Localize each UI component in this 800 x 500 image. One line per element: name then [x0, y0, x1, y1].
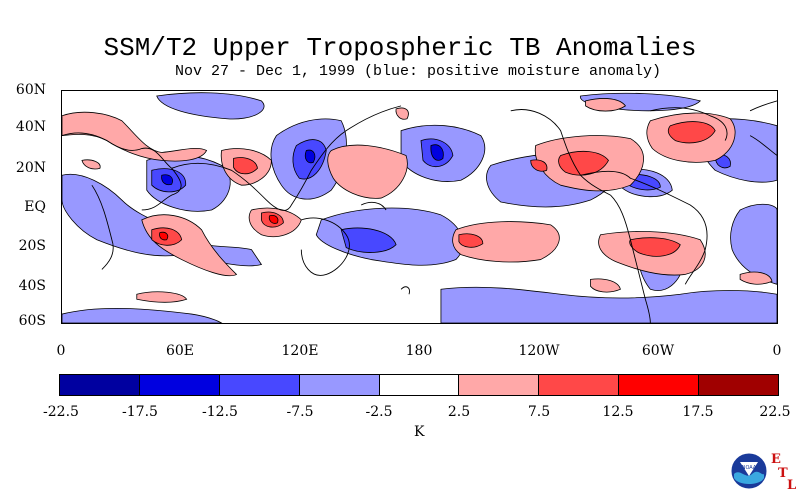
map-title: SSM/T2 Upper Tropospheric TB Anomalies	[103, 33, 697, 63]
colorbar-unit: K	[414, 424, 425, 440]
noaa-logo-icon: NOAA	[730, 452, 768, 490]
positive-anomaly-regions	[62, 98, 773, 303]
colorbar-label: -22.5	[43, 404, 79, 420]
colorbar-label: 2.5	[447, 404, 471, 420]
strongest-negative-regions	[161, 144, 444, 186]
colorbar-bin-8	[619, 375, 700, 395]
lon-label-60w: 60W	[641, 343, 675, 359]
colorbar-bin-7	[539, 375, 620, 395]
lat-label-eq: EQ	[24, 199, 46, 215]
colorbar-label: 7.5	[527, 404, 551, 420]
colorbar-label: 17.5	[682, 404, 714, 420]
lat-label-20s: 20S	[18, 238, 46, 254]
strongest-positive-regions	[159, 215, 279, 241]
lat-label-20n: 20N	[15, 160, 46, 176]
etl-letter-l: L	[787, 478, 797, 493]
colorbar-label: -17.5	[122, 404, 158, 420]
etl-letter-e: E	[771, 452, 781, 467]
colorbar-label: 12.5	[602, 404, 634, 420]
colorbar-bin-5	[379, 375, 460, 395]
colorbar	[59, 374, 779, 396]
etl-letter-t: T	[778, 466, 788, 481]
lat-label-60s: 60S	[18, 313, 46, 329]
colorbar-label: -7.5	[286, 404, 314, 420]
map-subtitle: Nov 27 - Dec 1, 1999 (blue: positive moi…	[174, 63, 662, 80]
lon-label-180: 180	[405, 343, 433, 359]
colorbar-label: 22.5	[759, 404, 791, 420]
coastlines	[62, 100, 777, 323]
lon-label-0-end: 0	[772, 343, 782, 359]
anomaly-map	[61, 90, 778, 324]
colorbar-label: -2.5	[365, 404, 393, 420]
colorbar-bin-4	[299, 375, 380, 395]
colorbar-bin-9	[699, 375, 779, 395]
colorbar-bin-2	[139, 375, 220, 395]
colorbar-bin-3	[219, 375, 300, 395]
colorbar-bin-6	[459, 375, 540, 395]
colorbar-label: -12.5	[202, 404, 238, 420]
noaa-text: NOAA	[742, 465, 757, 471]
lon-label-60e: 60E	[165, 343, 195, 359]
lon-label-120e: 120E	[281, 343, 319, 359]
lon-label-120w: 120W	[518, 343, 560, 359]
colorbar-bin-1	[60, 375, 140, 395]
lat-label-40n: 40N	[15, 119, 46, 135]
lat-label-60n: 60N	[15, 82, 46, 98]
lat-label-40s: 40S	[18, 278, 46, 294]
lon-label-0: 0	[56, 343, 66, 359]
